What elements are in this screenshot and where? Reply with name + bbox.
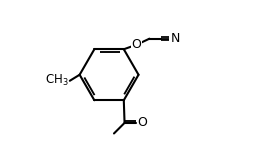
Text: O: O (137, 116, 147, 129)
Text: N: N (171, 32, 180, 45)
Text: O: O (132, 38, 141, 51)
Text: CH$_3$: CH$_3$ (45, 73, 68, 88)
